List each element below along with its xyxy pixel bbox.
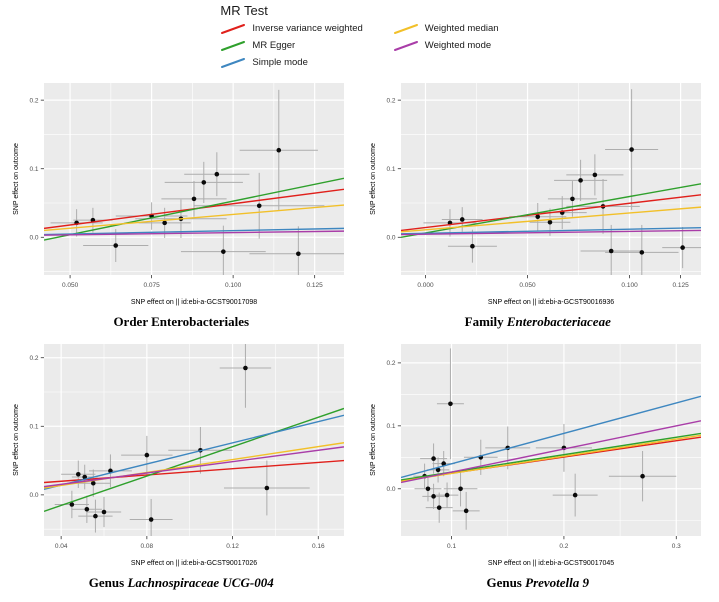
scatter-plot: 0.000 0.050 0.100 0.125 0.0 0.1 0.2 SNP effect … bbox=[370, 83, 701, 306]
legend-line-swatch-icon bbox=[221, 40, 246, 51]
y-axis-title: SNP effect on outcome bbox=[13, 143, 20, 215]
panel-caption: Genus Prevotella 9 bbox=[486, 575, 589, 591]
line-weighted-mode bbox=[44, 230, 345, 236]
caption-prefix: Family bbox=[464, 314, 507, 329]
legend-item-label: Inverse variance weighted bbox=[252, 23, 363, 34]
line-inverse-variance-weighted bbox=[44, 459, 345, 484]
legend-item-weighted-median: Weighted median bbox=[393, 20, 499, 37]
panel-grid: 0.050 0.075 0.100 0.125 0.0 0.1 0.2 SNP effect … bbox=[0, 71, 719, 591]
legend-item-label: Weighted mode bbox=[424, 40, 492, 51]
legend-item-label: MR Egger bbox=[252, 40, 296, 51]
y-tick-label: 0.0 bbox=[30, 235, 39, 242]
x-tick-label: 0.04 bbox=[55, 543, 68, 550]
y-tick-label: 0.1 bbox=[30, 424, 39, 431]
line-weighted-mode bbox=[400, 229, 701, 236]
x-tick-label: 0.2 bbox=[559, 543, 568, 550]
x-tick-label: 0.100 bbox=[621, 282, 638, 289]
mr-scatter-panel-family-enterobacteriaceae: 0.000 0.050 0.100 0.125 0.0 0.1 0.2 SNP effect … bbox=[363, 73, 714, 330]
line-simple-mode bbox=[400, 226, 701, 235]
scatter-plot: 0.050 0.075 0.100 0.125 0.0 0.1 0.2 SNP effect … bbox=[13, 83, 345, 306]
y-axis-title: SNP effect on outcome bbox=[370, 143, 377, 215]
legend-item-label: Weighted median bbox=[424, 23, 499, 34]
legend: MR Test Inverse variance weighted MR Egge… bbox=[0, 0, 719, 71]
y-tick-label: 0.1 bbox=[386, 423, 395, 430]
legend-line-swatch-icon bbox=[221, 23, 246, 34]
line-weighted-median bbox=[44, 204, 345, 232]
legend-line-swatch-icon bbox=[393, 40, 418, 51]
x-tick-label: 0.08 bbox=[141, 543, 154, 550]
line-weighted-median bbox=[400, 206, 701, 233]
x-tick-label: 0.125 bbox=[672, 282, 689, 289]
mr-regression-lines bbox=[400, 395, 701, 484]
y-tick-label: 0.2 bbox=[30, 355, 39, 362]
x-axis-title: SNP effect on || id:ebi-a-GCST90016936 bbox=[488, 299, 614, 306]
y-tick-label: 0.1 bbox=[30, 166, 39, 173]
line-simple-mode bbox=[400, 395, 701, 479]
x-tick-label: 0.075 bbox=[144, 282, 161, 289]
y-axis-title: SNP effect on outcome bbox=[13, 404, 20, 476]
mr-scatter-panel-genus-prevotella-9: 0.1 0.2 0.3 0.0 0.1 0.2 SNP effect on || id:eb… bbox=[363, 334, 714, 591]
x-tick-label: 0.050 bbox=[62, 282, 79, 289]
caption-taxon-name: Prevotella 9 bbox=[525, 575, 590, 590]
line-mr-egger bbox=[44, 407, 345, 512]
mr-scatter-panel-order-enterobacteriales: 0.050 0.075 0.100 0.125 0.0 0.1 0.2 SNP effect … bbox=[6, 73, 357, 330]
x-tick-label: 0.1 bbox=[447, 543, 456, 550]
legend-column: Inverse variance weighted MR Egger Simple … bbox=[220, 20, 363, 71]
x-axis-title: SNP effect on || id:ebi-a-GCST90017098 bbox=[131, 299, 257, 306]
y-tick-label: 0.2 bbox=[30, 97, 39, 104]
line-inverse-variance-weighted bbox=[400, 194, 701, 232]
y-tick-label: 0.0 bbox=[386, 486, 395, 493]
caption-taxon-name: Lachnospiraceae UCG-004 bbox=[127, 575, 274, 590]
caption-prefix: Genus bbox=[88, 575, 128, 590]
legend-item-inverse-variance-weighted: Inverse variance weighted bbox=[220, 20, 363, 37]
y-axis-title: SNP effect on outcome bbox=[370, 404, 377, 476]
mr-regression-lines bbox=[44, 177, 345, 241]
mr-regression-lines bbox=[400, 183, 701, 238]
panel-caption: Order Enterobacteriales bbox=[113, 314, 249, 330]
legend-item-simple-mode: Simple mode bbox=[220, 54, 362, 71]
x-tick-label: 0.12 bbox=[226, 543, 239, 550]
line-weighted-mode bbox=[400, 420, 701, 484]
legend-column: Weighted median Weighted mode bbox=[393, 20, 499, 71]
legend-item-label: Simple mode bbox=[252, 57, 308, 68]
legend-box: MR Test Inverse variance weighted MR Egge… bbox=[220, 3, 498, 71]
x-tick-label: 0.050 bbox=[519, 282, 536, 289]
y-tick-label: 0.2 bbox=[386, 97, 395, 104]
scatter-plot: 0.1 0.2 0.3 0.0 0.1 0.2 SNP effect on || id:eb… bbox=[370, 344, 701, 567]
mr-scatter-panel-genus-lachnospiraceae-ucg-004: 0.04 0.08 0.12 0.16 0.0 0.1 0.2 SNP effect on |… bbox=[6, 334, 357, 591]
line-weighted-mode bbox=[44, 446, 345, 488]
caption-prefix: Genus bbox=[486, 575, 526, 590]
legend-item-weighted-mode: Weighted mode bbox=[393, 37, 499, 54]
line-simple-mode bbox=[44, 227, 345, 236]
legend-item-mr-egger: MR Egger bbox=[220, 37, 362, 54]
panel-caption: Genus Lachnospiraceae UCG-004 bbox=[89, 575, 274, 591]
legend-line-swatch-icon bbox=[393, 23, 418, 34]
x-tick-label: 0.3 bbox=[672, 543, 681, 550]
x-tick-label: 0.000 bbox=[417, 282, 434, 289]
y-tick-label: 0.1 bbox=[386, 166, 395, 173]
x-tick-label: 0.125 bbox=[307, 282, 324, 289]
mr-regression-lines bbox=[44, 407, 345, 512]
x-tick-label: 0.16 bbox=[312, 543, 325, 550]
legend-items: Inverse variance weighted MR Egger Simple … bbox=[220, 20, 499, 71]
y-tick-label: 0.0 bbox=[30, 492, 39, 499]
caption-prefix: Order Enterobacteriales bbox=[113, 314, 250, 329]
line-weighted-median bbox=[400, 434, 701, 482]
x-tick-label: 0.100 bbox=[225, 282, 242, 289]
legend-line-swatch-icon bbox=[221, 57, 246, 68]
line-mr-egger bbox=[44, 177, 345, 241]
legend-title: MR Test bbox=[220, 3, 268, 18]
y-tick-label: 0.0 bbox=[386, 235, 395, 242]
caption-taxon-name: Enterobacteriaceae bbox=[506, 314, 611, 329]
scatter-plot: 0.04 0.08 0.12 0.16 0.0 0.1 0.2 SNP effect on |… bbox=[13, 344, 345, 567]
x-axis-title: SNP effect on || id:ebi-a-GCST90017045 bbox=[488, 560, 614, 567]
x-axis-title: SNP effect on || id:ebi-a-GCST90017026 bbox=[131, 560, 257, 567]
panel-caption: Family Enterobacteriaceae bbox=[465, 314, 611, 330]
y-tick-label: 0.2 bbox=[386, 360, 395, 367]
line-simple-mode bbox=[44, 414, 345, 491]
